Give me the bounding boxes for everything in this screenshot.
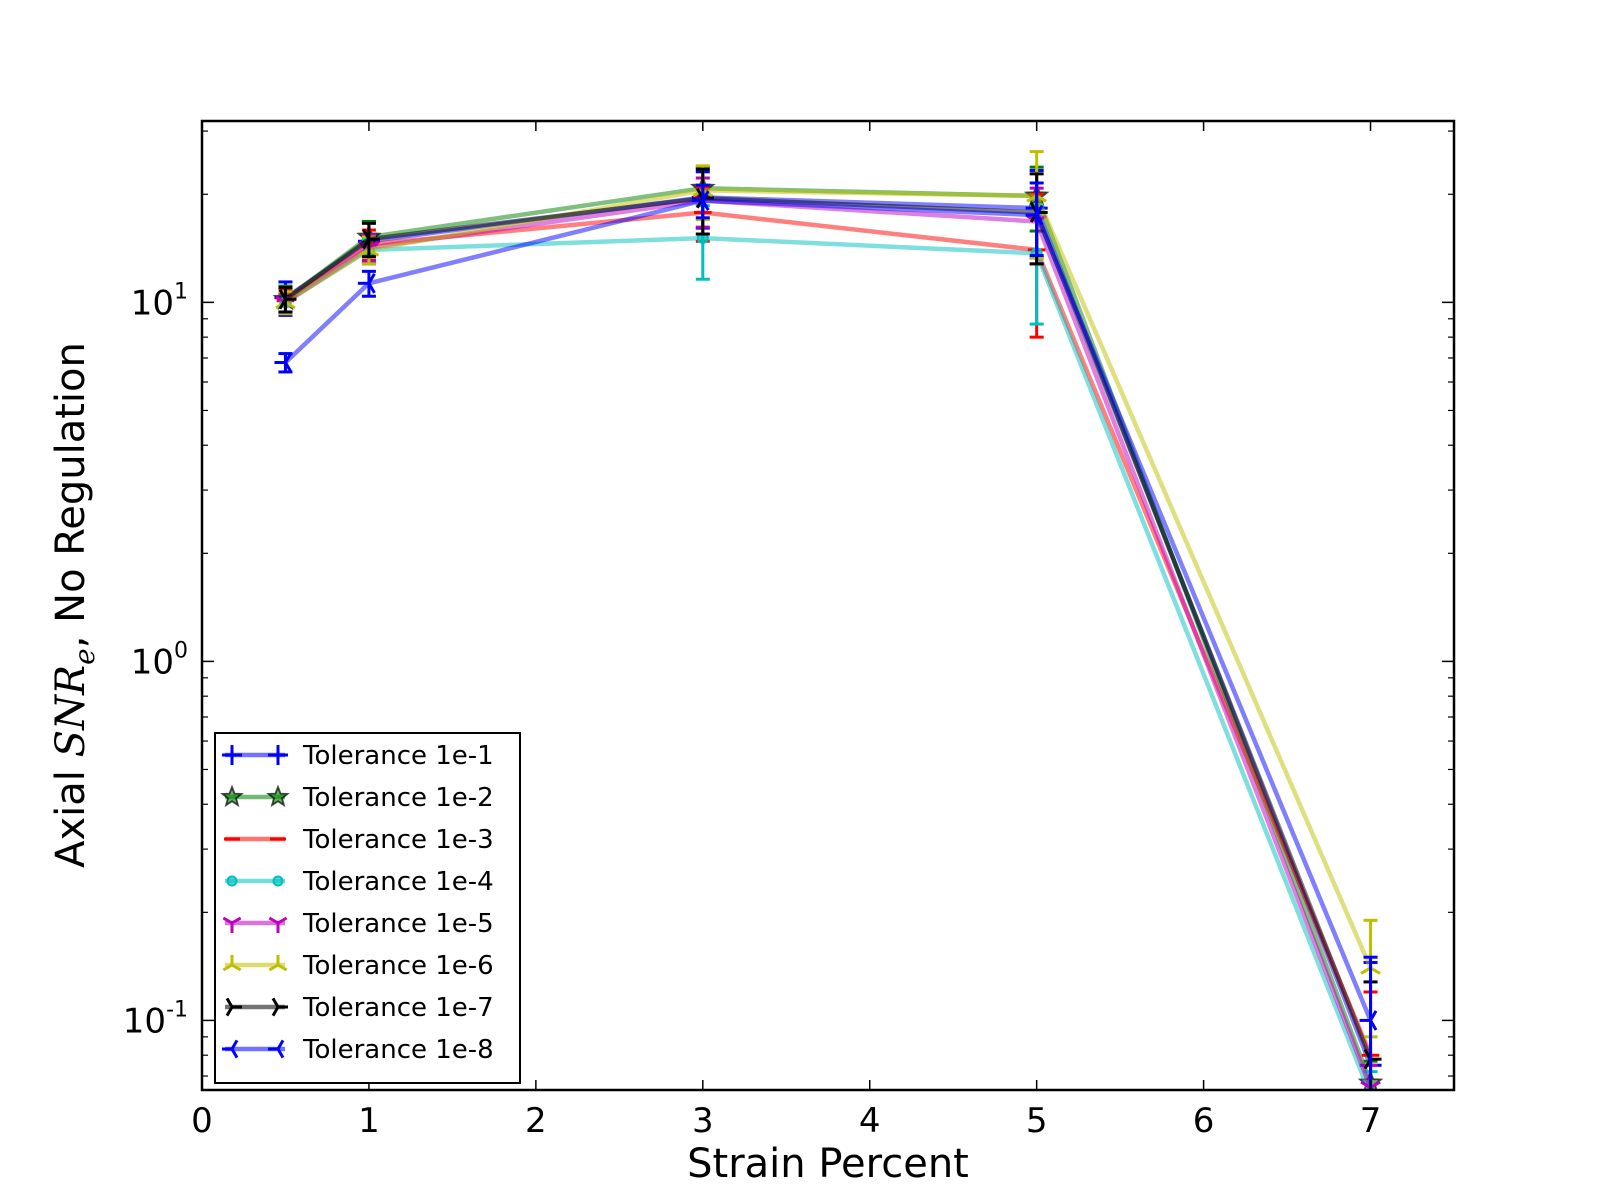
legend-label: Tolerance 1e-3 — [302, 825, 494, 855]
legend: Tolerance 1e-1 Tolerance 1e-2 Tolerance 1e… — [214, 732, 521, 1084]
y-axis-title-math: SNR — [48, 665, 94, 758]
legend-marker — [268, 955, 288, 972]
x-tick-label: 0 — [191, 1101, 213, 1141]
data-point — [691, 190, 710, 211]
legend-item: Tolerance 1e-7 — [225, 993, 494, 1023]
x-tick-label: 4 — [859, 1101, 881, 1141]
legend-label: Tolerance 1e-4 — [302, 867, 494, 897]
legend-item: Tolerance 1e-8 — [222, 1035, 494, 1065]
error-bar — [1029, 181, 1044, 258]
y-tick-base: 10 — [131, 642, 174, 682]
legend-marker — [226, 875, 238, 887]
legend-label: Tolerance 1e-7 — [302, 993, 494, 1023]
legend-marker — [268, 745, 288, 765]
legend-label: Tolerance 1e-5 — [302, 909, 494, 939]
y-tick-label: 10-1 — [123, 997, 188, 1041]
x-tick-label: 1 — [358, 1101, 380, 1141]
series-layer — [272, 150, 1384, 1090]
data-point — [1025, 204, 1044, 226]
legend-marker — [268, 916, 288, 933]
legend-label: Tolerance 1e-2 — [302, 783, 494, 813]
legend-item: Tolerance 1e-2 — [220, 783, 494, 813]
legend-item: Tolerance 1e-3 — [224, 825, 494, 855]
x-axis-title: Strain Percent — [687, 1141, 969, 1187]
y-tick-label: 100 — [131, 638, 188, 682]
y-tick-exponent: -1 — [166, 997, 188, 1022]
legend-marker — [266, 784, 290, 808]
legend-item: Tolerance 1e-6 — [222, 951, 494, 981]
data-point — [362, 228, 380, 250]
legend-item: Tolerance 1e-1 — [222, 741, 494, 771]
y-tick-label: 101 — [131, 279, 188, 323]
legend-marker — [222, 1039, 239, 1059]
data-point — [1359, 1010, 1378, 1031]
x-tick-label: 5 — [1026, 1101, 1048, 1141]
y-axis-title-prefix: Axial — [48, 757, 94, 868]
legend-marker — [222, 745, 242, 765]
legend-label: Tolerance 1e-8 — [302, 1035, 494, 1065]
series-8 — [274, 181, 1378, 1090]
y-axis-title: Axial SNRe, No Regulation — [48, 342, 101, 868]
plot-frame — [200, 119, 1456, 1092]
y-axis-title-suffix: , No Regulation — [48, 342, 94, 648]
legend-item: Tolerance 1e-5 — [222, 909, 494, 939]
legend-label: Tolerance 1e-6 — [302, 951, 494, 981]
legend-marker — [268, 1039, 285, 1059]
x-tick-label: 3 — [692, 1101, 714, 1141]
legend-marker — [222, 955, 242, 972]
data-point — [357, 273, 376, 294]
data-point — [278, 288, 297, 310]
x-tick-label: 7 — [1360, 1101, 1382, 1141]
legend-label: Tolerance 1e-1 — [302, 741, 494, 771]
legend-marker — [220, 784, 244, 808]
legend-marker — [222, 916, 242, 933]
data-point — [1367, 1089, 1374, 1090]
legend-marker — [272, 875, 284, 887]
y-tick-exponent: 1 — [174, 279, 188, 304]
x-tick-label: 6 — [1193, 1101, 1215, 1141]
y-tick-exponent: 0 — [174, 638, 188, 663]
y-tick-base: 10 — [131, 283, 174, 323]
x-tick-label: 2 — [525, 1101, 547, 1141]
data-point — [274, 352, 293, 373]
y-tick-base: 10 — [123, 1001, 166, 1041]
y-axis-title-subscript: e — [68, 648, 101, 665]
legend-box — [214, 732, 521, 1084]
error-bar — [1363, 955, 1378, 1090]
legend-marker — [271, 997, 288, 1017]
legend-marker — [225, 997, 242, 1017]
legend-item: Tolerance 1e-4 — [225, 867, 494, 897]
